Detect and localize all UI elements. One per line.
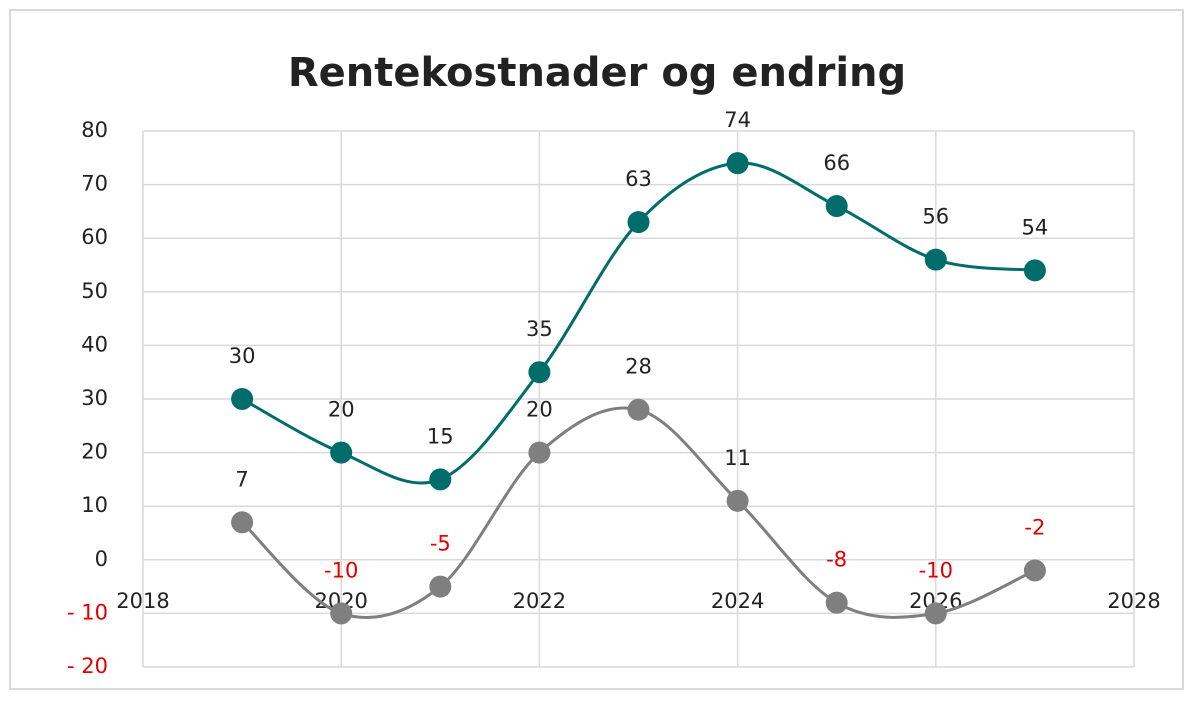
data-point xyxy=(1023,259,1046,282)
x-tick-label: 2028 xyxy=(1107,589,1160,613)
data-label: 20 xyxy=(526,398,553,422)
y-tick-label: - 10 xyxy=(67,600,108,624)
data-point xyxy=(231,388,254,410)
data-point xyxy=(429,468,452,491)
data-label: 30 xyxy=(229,344,256,368)
chart-frame xyxy=(9,9,1184,690)
x-tick-label: 2024 xyxy=(711,589,764,613)
data-label: 74 xyxy=(724,108,751,132)
data-point xyxy=(330,602,353,625)
data-point xyxy=(924,248,947,271)
data-label: 28 xyxy=(625,355,652,379)
data-point xyxy=(726,152,749,175)
y-tick-label: 50 xyxy=(81,279,108,303)
data-label: -2 xyxy=(1024,516,1045,540)
data-label: 56 xyxy=(922,205,949,229)
data-point xyxy=(330,441,353,464)
x-tick-label: 2018 xyxy=(116,589,169,613)
data-point xyxy=(429,575,452,598)
y-tick-label: 70 xyxy=(81,172,108,196)
data-point xyxy=(924,602,947,625)
data-label: -10 xyxy=(324,558,358,582)
data-label: 35 xyxy=(526,317,553,341)
data-point xyxy=(528,361,551,384)
y-tick-label: 20 xyxy=(81,440,108,464)
y-tick-label: 30 xyxy=(81,386,108,410)
data-point xyxy=(627,398,650,421)
y-tick-label: 80 xyxy=(81,118,108,142)
data-point xyxy=(825,195,848,218)
series-line xyxy=(241,161,1036,485)
y-tick-label: 60 xyxy=(81,225,108,249)
data-label: 63 xyxy=(625,167,652,191)
data-point xyxy=(528,441,551,464)
data-label: -10 xyxy=(919,558,953,582)
chart-title: Rentekostnader og endring xyxy=(288,50,906,96)
y-tick-label: 10 xyxy=(81,493,108,517)
y-tick-label: - 20 xyxy=(67,654,108,678)
data-point xyxy=(1023,559,1046,582)
x-tick-label: 2022 xyxy=(513,589,566,613)
y-tick-label: 0 xyxy=(95,547,108,571)
y-tick-label: 40 xyxy=(81,332,108,356)
data-label: 15 xyxy=(427,424,454,448)
data-label: 20 xyxy=(328,398,355,422)
data-point xyxy=(231,511,254,534)
data-label: -5 xyxy=(430,532,451,556)
data-label: 11 xyxy=(724,446,751,470)
data-label: 66 xyxy=(823,151,850,175)
data-label: 7 xyxy=(235,467,248,491)
data-label: 54 xyxy=(1022,215,1049,239)
data-point xyxy=(627,211,650,234)
data-point xyxy=(726,489,749,512)
data-label: -8 xyxy=(826,548,847,572)
data-point xyxy=(825,591,848,614)
